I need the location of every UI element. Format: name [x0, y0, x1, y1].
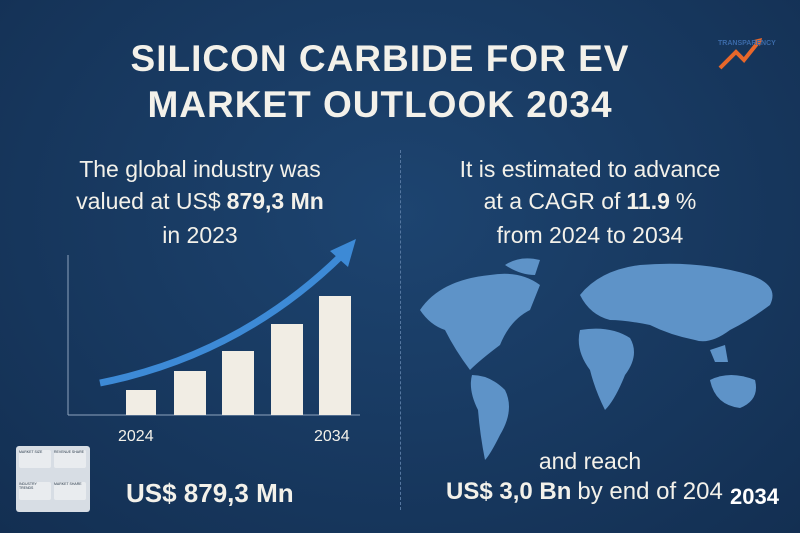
- year: 2034: [730, 484, 779, 509]
- bar: [174, 371, 206, 415]
- thumbnail: MARKET SHARE: [54, 482, 86, 500]
- text-line: valued at US$ 879,3 Mn: [20, 188, 380, 215]
- arrow: [99, 252, 345, 387]
- text: at a CAGR of: [483, 188, 621, 214]
- logo-text: TRANSPARENCY: [718, 40, 776, 47]
- arrow-head: [330, 239, 356, 267]
- logo-icon: [718, 38, 762, 70]
- divider: [400, 150, 401, 510]
- title-line: SILICON CARBIDE FOR EV: [130, 38, 630, 79]
- text: valued at US$: [76, 188, 221, 214]
- thumbnail: MARKET SIZE: [19, 450, 51, 468]
- bar: [222, 351, 254, 415]
- text-line: at a CAGR of 11.9%: [420, 188, 760, 215]
- text-line: from 2024 to 2034: [496, 222, 684, 248]
- bar: [126, 390, 156, 415]
- bar: [319, 296, 351, 415]
- text: by end of 204: [577, 478, 723, 505]
- thumbnail: REVENUE SHARE: [54, 450, 86, 468]
- bar: [271, 324, 303, 415]
- thumbnail: INDUSTRY TRENDS: [19, 482, 51, 500]
- text-line: The global industry was: [79, 156, 321, 182]
- text: %: [675, 188, 697, 214]
- growth-chart: [67, 239, 360, 416]
- value: US$ 879,3 Mn: [126, 478, 294, 508]
- chart-label: 2024: [118, 428, 154, 445]
- text-line: US$ 3,0 Bn by end of 204: [446, 478, 723, 506]
- text-line: and reach: [538, 448, 642, 474]
- value: 879,3 Mn: [226, 188, 324, 214]
- thumbnails: MARKET SIZE REVENUE SHARE INDUSTRY TREND…: [16, 446, 90, 512]
- value: US$ 3,0 Bn: [446, 478, 572, 505]
- value: 11.9: [626, 188, 670, 214]
- world-map: [420, 258, 773, 460]
- chart-label: 2034: [314, 428, 350, 445]
- text-line: It is estimated to advance: [459, 156, 721, 182]
- title-line: MARKET OUTLOOK 2034: [147, 84, 613, 125]
- logo: TRANSPARENCY: [714, 32, 790, 76]
- text-line: in 2023: [162, 222, 238, 248]
